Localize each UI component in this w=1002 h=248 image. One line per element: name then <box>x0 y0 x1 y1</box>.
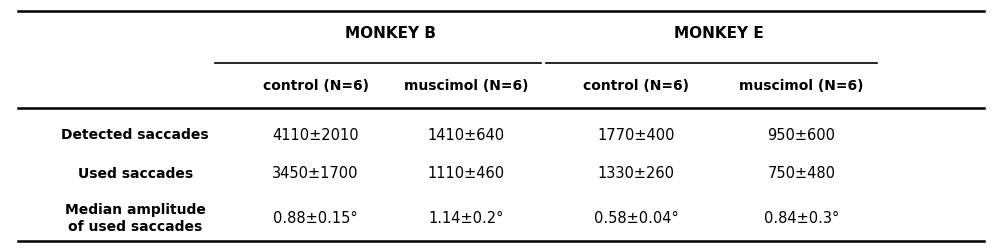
Text: 1770±400: 1770±400 <box>597 128 675 143</box>
Text: MONKEY B: MONKEY B <box>346 26 436 41</box>
Text: Used saccades: Used saccades <box>78 167 192 181</box>
Text: 1330±260: 1330±260 <box>598 166 674 181</box>
Text: MONKEY E: MONKEY E <box>674 26 764 41</box>
Text: 1.14±0.2°: 1.14±0.2° <box>428 211 504 226</box>
Text: Median amplitude
of used saccades: Median amplitude of used saccades <box>65 203 205 234</box>
Text: 0.84±0.3°: 0.84±0.3° <box>764 211 840 226</box>
Text: Detected saccades: Detected saccades <box>61 128 209 142</box>
Text: 1110±460: 1110±460 <box>428 166 504 181</box>
Text: muscimol (N=6): muscimol (N=6) <box>404 79 528 93</box>
Text: 0.58±0.04°: 0.58±0.04° <box>594 211 678 226</box>
Text: 0.88±0.15°: 0.88±0.15° <box>274 211 358 226</box>
Text: 4110±2010: 4110±2010 <box>273 128 359 143</box>
Text: control (N=6): control (N=6) <box>583 79 689 93</box>
Text: 750±480: 750±480 <box>768 166 836 181</box>
Text: 3450±1700: 3450±1700 <box>273 166 359 181</box>
Text: control (N=6): control (N=6) <box>263 79 369 93</box>
Text: 950±600: 950±600 <box>768 128 836 143</box>
Text: 1410±640: 1410±640 <box>428 128 504 143</box>
Text: muscimol (N=6): muscimol (N=6) <box>739 79 864 93</box>
